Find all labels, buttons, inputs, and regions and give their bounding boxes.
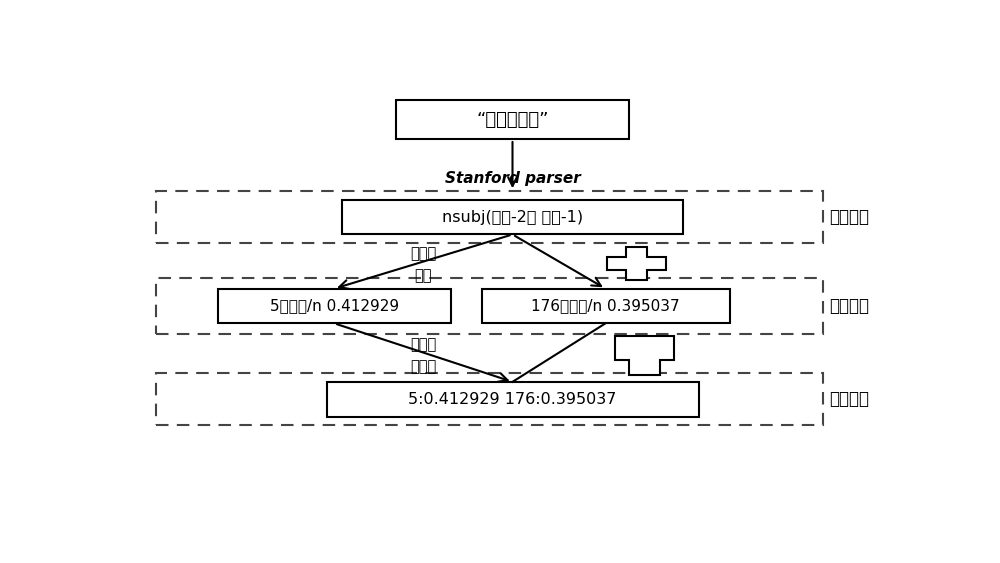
Text: 176：样式/n 0.395037: 176：样式/n 0.395037: [531, 298, 680, 314]
Text: 5：不错/n 0.412929: 5：不错/n 0.412929: [270, 298, 399, 314]
FancyBboxPatch shape: [218, 289, 451, 323]
FancyBboxPatch shape: [326, 382, 698, 417]
Text: 向量替
换结合: 向量替 换结合: [410, 337, 436, 374]
Polygon shape: [607, 247, 666, 280]
Text: 句法特征: 句法特征: [830, 208, 870, 226]
FancyBboxPatch shape: [156, 191, 822, 243]
Text: 5:0.412929 176:0.395037: 5:0.412929 176:0.395037: [408, 392, 617, 406]
Text: 词法特征: 词法特征: [830, 297, 870, 315]
Text: nsubj(不错-2， 样式-1): nsubj(不错-2， 样式-1): [442, 209, 583, 225]
Text: Stanford parser: Stanford parser: [445, 171, 580, 186]
FancyBboxPatch shape: [156, 278, 822, 334]
Text: 词向量
匹配: 词向量 匹配: [410, 246, 436, 283]
FancyBboxPatch shape: [482, 289, 730, 323]
Text: “样式不错。”: “样式不错。”: [476, 110, 549, 128]
FancyBboxPatch shape: [156, 373, 822, 425]
Text: 组合特征: 组合特征: [830, 390, 870, 408]
Polygon shape: [615, 336, 674, 376]
FancyBboxPatch shape: [342, 200, 683, 234]
FancyBboxPatch shape: [396, 100, 629, 139]
